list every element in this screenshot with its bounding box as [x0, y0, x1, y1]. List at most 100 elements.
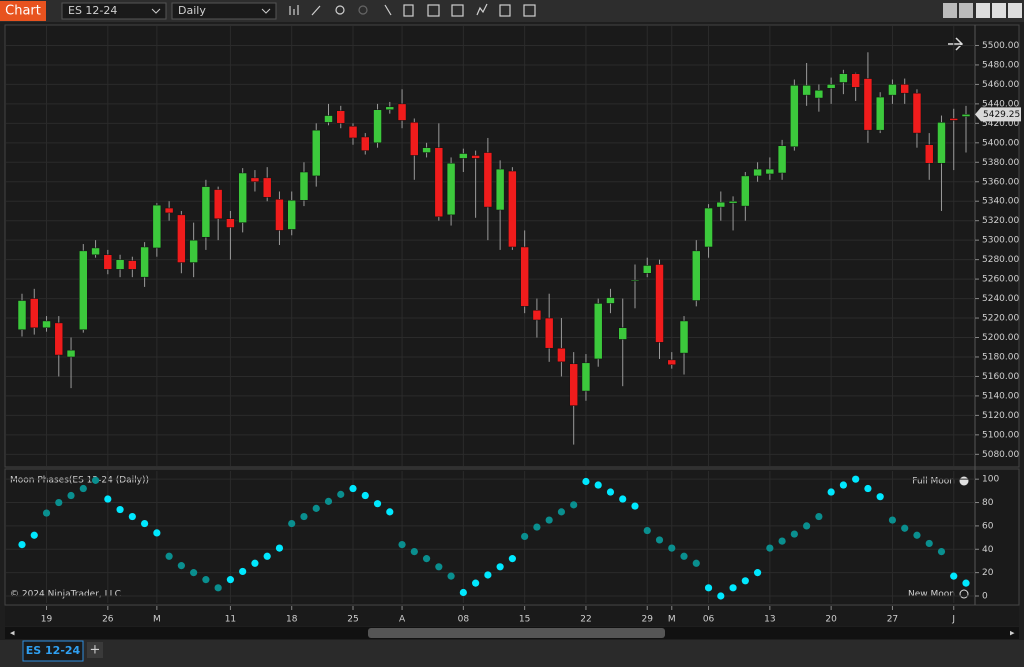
moon-phase-dot [803, 522, 811, 530]
candle-body [716, 201, 726, 208]
draw-icon[interactable] [311, 5, 321, 16]
moon-phase-dot [190, 569, 198, 577]
moon-phase-dot [643, 526, 651, 535]
moon-phase-dot [214, 584, 222, 592]
moon-phase-dot [165, 552, 173, 560]
bars-icon[interactable] [289, 5, 299, 15]
candle-body [152, 204, 162, 249]
moon-phase-dot [484, 571, 492, 579]
date-axis [5, 606, 1019, 626]
window-controls [943, 3, 1022, 18]
x-tick-label: 19 [41, 615, 53, 625]
x-tick-label: 11 [225, 615, 236, 625]
link-button[interactable] [959, 3, 973, 18]
minimize-button[interactable] [976, 3, 990, 18]
candle-body [532, 309, 542, 321]
chart-tab[interactable] [0, 1, 46, 21]
candle-body [397, 103, 407, 121]
x-tick-label: 27 [887, 615, 898, 625]
instrument-tab[interactable] [22, 640, 84, 662]
candle-body [753, 168, 762, 177]
screenshot-icon[interactable] [451, 4, 464, 17]
y-tick-label: 5260.00 [982, 275, 1019, 285]
toolbar-icons [289, 3, 536, 17]
moon-phase-dot [717, 592, 725, 600]
candle-body [201, 186, 211, 238]
candle-body [140, 246, 149, 278]
candle-body [765, 168, 775, 175]
y-tick-label: 5180.00 [982, 352, 1019, 362]
zoom-out-icon[interactable] [358, 5, 368, 15]
candle-body [814, 89, 824, 99]
moon-phase-dot [398, 540, 406, 549]
pin-button[interactable] [943, 3, 957, 18]
x-tick-label: 20 [825, 615, 837, 625]
candle-body [54, 322, 64, 356]
data-box-icon[interactable] [523, 4, 536, 17]
maximize-button[interactable] [992, 3, 1006, 18]
moon-phase-dot [557, 508, 566, 516]
toolbar: Chart ES 12-24 Daily [0, 0, 1024, 22]
candle-body [213, 189, 223, 219]
interval-label: Daily [178, 4, 206, 17]
pointer-icon[interactable] [384, 4, 392, 16]
moon-phase-dot [925, 539, 933, 548]
candle-body [495, 168, 505, 211]
new-moon-label: New Moon [908, 590, 955, 600]
candle-body [741, 175, 750, 207]
candle-body [324, 115, 333, 123]
candle-body [177, 214, 186, 263]
x-tick-label: A [399, 615, 406, 625]
candle-body [287, 199, 296, 230]
candle-body [226, 218, 235, 228]
candle-body [30, 298, 39, 329]
y-tick-label: 5440.00 [982, 99, 1019, 109]
y-tick-label: 5080.00 [982, 450, 1019, 460]
y-tick-label: 5280.00 [982, 255, 1019, 265]
x-tick-label: 18 [286, 615, 298, 625]
candle-body [618, 327, 627, 340]
moon-phase-dot [545, 516, 553, 524]
scrollbar-thumb[interactable] [368, 628, 665, 638]
zoom-in-icon[interactable] [335, 5, 345, 15]
scroll-right-arrow[interactable] [948, 37, 964, 51]
moon-phase-dot [839, 481, 848, 489]
candle-body [508, 170, 517, 248]
moon-phase-dot [42, 509, 51, 517]
moon-phase-dot [594, 481, 602, 489]
template-icon[interactable] [427, 4, 440, 17]
y-tick-label: 5220.00 [982, 314, 1019, 324]
moon-phase-dot [435, 563, 443, 571]
properties-icon[interactable] [403, 4, 414, 17]
candle-body [79, 250, 88, 330]
instrument-select[interactable] [61, 2, 167, 20]
interval-select[interactable] [171, 2, 277, 20]
indicator-panel [4, 468, 1020, 606]
candle-body [238, 172, 247, 223]
calc-icon[interactable] [499, 4, 511, 17]
x-tick-label: 22 [580, 615, 591, 625]
candle-body [692, 250, 701, 301]
candle-body [128, 260, 137, 270]
candle-body [961, 114, 971, 117]
candle-body [483, 152, 493, 208]
moon-phase-dot [91, 476, 100, 484]
candle-body [311, 129, 321, 177]
moon-phase-dot [337, 490, 345, 498]
moon-phase-dot [226, 576, 235, 584]
moon-phase-dot [373, 500, 382, 508]
y-tick-label: 5380.00 [982, 158, 1019, 168]
close-button[interactable] [1008, 3, 1022, 18]
candle-body [189, 239, 198, 263]
y-tick-label: 5140.00 [982, 391, 1019, 401]
y-tick-label: 5480.00 [982, 60, 1019, 70]
candle-body [262, 177, 272, 198]
add-tab-button[interactable] [87, 642, 103, 658]
moon-phase-dot [496, 563, 504, 571]
x-tick-label: 08 [458, 615, 470, 625]
strategy-icon[interactable] [476, 3, 488, 16]
moon-phase-dot [704, 584, 713, 592]
scroll-left[interactable]: ◂ [10, 629, 15, 639]
scroll-right[interactable]: ▸ [1010, 629, 1015, 639]
candle-body [422, 147, 431, 153]
